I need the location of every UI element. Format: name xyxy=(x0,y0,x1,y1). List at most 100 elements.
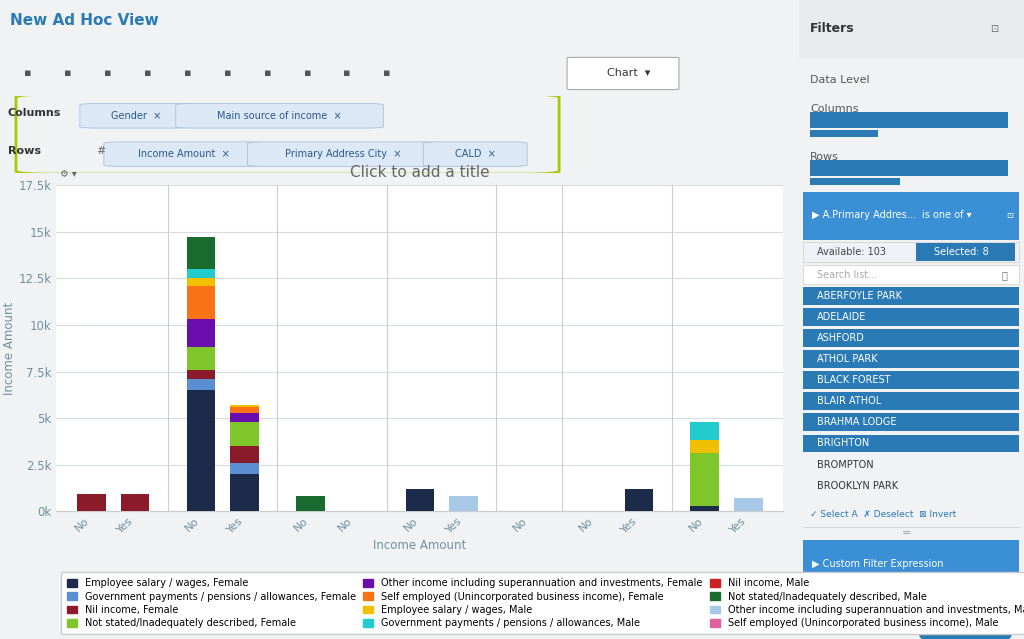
Y-axis label: Income Amount: Income Amount xyxy=(3,302,15,395)
X-axis label: Income Amount: Income Amount xyxy=(373,539,467,551)
FancyBboxPatch shape xyxy=(803,435,1020,452)
FancyBboxPatch shape xyxy=(915,243,1015,261)
Text: Main source of income  ×: Main source of income × xyxy=(217,111,342,121)
Text: ▪: ▪ xyxy=(103,68,112,79)
Bar xyxy=(186,390,215,511)
Text: ⊡: ⊡ xyxy=(990,24,998,34)
Text: ADELAIDE: ADELAIDE xyxy=(817,312,866,322)
Text: BRAHMA LODGE: BRAHMA LODGE xyxy=(817,417,896,427)
Title: Click to add a title: Click to add a title xyxy=(350,165,489,180)
Text: New Ad Hoc View: New Ad Hoc View xyxy=(10,13,159,28)
Text: Income Amount  ×: Income Amount × xyxy=(138,149,229,159)
Text: BLACK FOREST: BLACK FOREST xyxy=(402,589,481,599)
Text: Available: 103: Available: 103 xyxy=(817,247,886,257)
FancyBboxPatch shape xyxy=(803,192,1020,240)
Text: Columns: Columns xyxy=(8,108,61,118)
FancyBboxPatch shape xyxy=(176,104,383,128)
Text: ▪: ▪ xyxy=(223,68,231,79)
Bar xyxy=(690,454,719,505)
Text: ▪: ▪ xyxy=(183,68,191,79)
Text: ▪: ▪ xyxy=(303,68,311,79)
Text: ⚙ ▾: ⚙ ▾ xyxy=(60,169,77,179)
Bar xyxy=(690,440,719,454)
Text: ⊡: ⊡ xyxy=(1006,211,1013,220)
FancyBboxPatch shape xyxy=(799,0,1024,58)
FancyBboxPatch shape xyxy=(567,58,679,89)
Bar xyxy=(450,497,478,511)
Bar xyxy=(230,407,259,413)
Text: Gender  ×: Gender × xyxy=(111,111,161,121)
Bar xyxy=(230,422,259,446)
Text: BRIGHTON: BRIGHTON xyxy=(817,438,869,449)
Bar xyxy=(230,474,259,511)
Text: =: = xyxy=(902,528,911,539)
Text: ASHFORD: ASHFORD xyxy=(817,333,864,343)
Text: Rows: Rows xyxy=(8,146,41,156)
Bar xyxy=(186,320,215,348)
FancyBboxPatch shape xyxy=(803,540,1020,588)
FancyBboxPatch shape xyxy=(80,104,191,128)
Text: ▪: ▪ xyxy=(383,68,391,79)
FancyBboxPatch shape xyxy=(803,329,1020,347)
FancyBboxPatch shape xyxy=(103,142,263,166)
Bar xyxy=(186,269,215,279)
Text: ABERFOYLE PARK: ABERFOYLE PARK xyxy=(817,291,902,301)
Bar xyxy=(625,489,653,511)
Bar xyxy=(230,446,259,463)
Bar xyxy=(230,413,259,422)
Text: Rows: Rows xyxy=(810,151,839,162)
Text: Search list...: Search list... xyxy=(817,270,877,280)
FancyBboxPatch shape xyxy=(803,308,1020,326)
Bar xyxy=(690,422,719,440)
FancyBboxPatch shape xyxy=(803,371,1020,389)
Bar xyxy=(230,405,259,407)
Bar xyxy=(230,463,259,474)
FancyBboxPatch shape xyxy=(803,242,1020,262)
Text: BLACK FOREST: BLACK FOREST xyxy=(817,375,890,385)
FancyBboxPatch shape xyxy=(803,350,1020,368)
FancyBboxPatch shape xyxy=(810,160,1009,176)
Text: BRIGHTON: BRIGHTON xyxy=(698,589,754,599)
Text: BROOKLYN PARK: BROOKLYN PARK xyxy=(817,481,898,491)
Text: Chart  ▾: Chart ▾ xyxy=(607,68,650,79)
Text: 🔍: 🔍 xyxy=(1001,270,1008,280)
Bar xyxy=(186,279,215,286)
Text: ATHOL PARK: ATHOL PARK xyxy=(817,354,878,364)
Bar xyxy=(186,379,215,390)
Text: BRAHMA LODGE: BRAHMA LODGE xyxy=(574,589,659,599)
Text: Apply: Apply xyxy=(949,607,981,617)
Text: ▶ Custom Filter Expression: ▶ Custom Filter Expression xyxy=(812,558,944,569)
FancyBboxPatch shape xyxy=(810,112,1009,128)
Text: Data Level: Data Level xyxy=(810,75,869,85)
Text: CALD  ×: CALD × xyxy=(455,149,496,159)
FancyBboxPatch shape xyxy=(810,178,900,185)
Text: ▪: ▪ xyxy=(343,68,351,79)
Bar xyxy=(186,370,215,379)
Text: ▪: ▪ xyxy=(263,68,271,79)
FancyBboxPatch shape xyxy=(248,142,439,166)
FancyBboxPatch shape xyxy=(919,585,1013,639)
Bar xyxy=(734,498,763,511)
Text: ADELAIDE: ADELAIDE xyxy=(197,589,249,599)
Bar xyxy=(77,495,105,511)
Text: #: # xyxy=(96,146,105,156)
Text: Primary Address City  ×: Primary Address City × xyxy=(286,149,401,159)
Legend: Employee salary / wages, Female, Government payments / pensions / allowances, Fe: Employee salary / wages, Female, Governm… xyxy=(61,573,1024,634)
Text: ABERFOYLE PARK: ABERFOYLE PARK xyxy=(69,589,158,599)
Text: ASHFORDATHOL PARK: ASHFORDATHOL PARK xyxy=(274,589,390,599)
FancyBboxPatch shape xyxy=(803,413,1020,431)
Bar xyxy=(690,505,719,511)
Text: BLAIR ATHOL: BLAIR ATHOL xyxy=(496,589,563,599)
Bar xyxy=(296,497,325,511)
Text: ▪: ▪ xyxy=(143,68,152,79)
Bar xyxy=(186,348,215,370)
Bar xyxy=(186,238,215,269)
Text: ✓ Select A  ✗ Deselect  ⊠ Invert: ✓ Select A ✗ Deselect ⊠ Invert xyxy=(810,510,956,519)
FancyBboxPatch shape xyxy=(803,265,1020,284)
Bar xyxy=(186,286,215,320)
Text: ▶ A.Primary Addres...  is one of ▾: ▶ A.Primary Addres... is one of ▾ xyxy=(812,210,972,220)
Text: Selected: 8: Selected: 8 xyxy=(934,247,988,257)
FancyBboxPatch shape xyxy=(803,392,1020,410)
FancyBboxPatch shape xyxy=(423,142,527,166)
FancyBboxPatch shape xyxy=(810,130,878,137)
